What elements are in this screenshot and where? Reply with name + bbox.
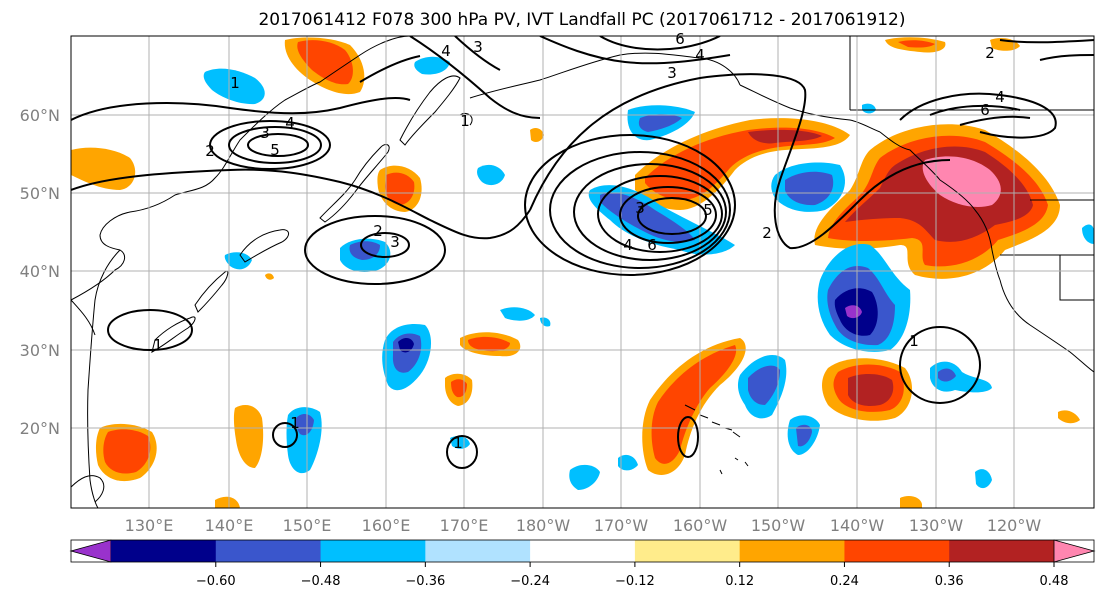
longitude-label: 170°E (440, 516, 489, 535)
latitude-label: 50°N (20, 184, 60, 203)
contour-label: 3 (390, 233, 400, 251)
colorbar-swatches (69, 539, 1096, 563)
colorbar-tick-label: −0.12 (615, 574, 655, 589)
figure-title: 2017061412 F078 300 hPa PV, IVT Landfall… (258, 10, 905, 30)
contour-label: 1 (453, 434, 463, 452)
colorbar-tick-label: −0.48 (301, 574, 341, 589)
latitude-label: 60°N (20, 106, 60, 125)
contour-label: 1 (153, 336, 163, 354)
colorbar-swatch (634, 540, 741, 562)
coastlines (71, 36, 1094, 508)
contour-label: 2 (205, 142, 215, 160)
latitude-label: 40°N (20, 262, 60, 281)
longitude-label: 160°E (362, 516, 411, 535)
colorbar: −0.60 −0.48 −0.36 −0.24 −0.12 0.12 0.24 0.36 0.4… (69, 539, 1096, 589)
contour-label: 1 (290, 414, 300, 432)
latitude-label: 30°N (20, 341, 60, 360)
contour-label: 4 (623, 236, 633, 254)
ivt-pc-contours (71, 36, 1094, 469)
colorbar-swatch (530, 540, 636, 562)
colorbar-swatch (111, 540, 217, 562)
contour-label: 6 (980, 101, 990, 119)
contour-label: 1 (460, 112, 470, 130)
colorbar-swatch (949, 540, 1055, 562)
longitude-label: 120°W (987, 516, 1042, 535)
colorbar-swatch (844, 540, 950, 562)
colorbar-extend-max (1053, 539, 1096, 563)
contour-label: 1 (230, 74, 240, 92)
contour-label: 4 (441, 42, 451, 60)
contour-label: 5 (703, 201, 713, 219)
latitude-labels: 60°N 50°N 40°N 30°N 20°N (20, 106, 60, 438)
colorbar-swatch (215, 540, 322, 562)
colorbar-swatch (739, 540, 845, 562)
longitude-label: 140°W (830, 516, 885, 535)
contour-label: 2 (373, 222, 383, 240)
colorbar-tick-label: −0.36 (405, 574, 445, 589)
latitude-label: 20°N (20, 419, 60, 438)
colorbar-swatch (320, 540, 426, 562)
map-frame (70, 35, 1095, 509)
colorbar-ticks: −0.60 −0.48 −0.36 −0.24 −0.12 0.12 0.24 0.36 0.4… (196, 562, 1069, 589)
contour-label: 3 (260, 124, 270, 142)
contour-label: 5 (270, 141, 280, 159)
contour-label: 1 (909, 332, 919, 350)
colorbar-tick-label: −0.24 (510, 574, 550, 589)
longitude-label: 150°W (751, 516, 806, 535)
colorbar-tick-label: 0.24 (830, 574, 859, 589)
longitude-label: 130°E (125, 516, 174, 535)
colorbar-tick-label: 0.36 (935, 574, 964, 589)
longitude-label: 160°W (673, 516, 728, 535)
colorbar-tick-label: 0.12 (725, 574, 754, 589)
contour-label: 3 (635, 199, 645, 217)
lat-lon-gridlines (71, 36, 1094, 508)
colorbar-tick-label: 0.48 (1040, 574, 1069, 589)
contour-label: 2 (985, 44, 995, 62)
longitude-label: 170°W (594, 516, 649, 535)
colorbar-outline (70, 539, 1095, 563)
colorbar-tick-label: −0.60 (196, 574, 236, 589)
map-area (71, 36, 1094, 508)
contour-label: 4 (285, 114, 295, 132)
contour-label: 6 (647, 236, 657, 254)
colorbar-extend-min (69, 539, 112, 563)
longitude-label: 150°E (283, 516, 332, 535)
contour-label: 4 (995, 88, 1005, 106)
colorbar-swatch (425, 540, 531, 562)
longitude-label: 130°W (909, 516, 964, 535)
longitude-labels: 130°E 140°E 150°E 160°E 170°E 180°W 170°W 160°W… (125, 516, 1042, 535)
contour-label: 3 (473, 38, 483, 56)
contour-label: 6 (675, 30, 685, 48)
contour-label: 2 (762, 224, 772, 242)
contour-label: 3 (667, 64, 677, 82)
longitude-label: 140°E (205, 516, 254, 535)
longitude-label: 180°W (516, 516, 571, 535)
contour-label: 4 (695, 46, 705, 64)
